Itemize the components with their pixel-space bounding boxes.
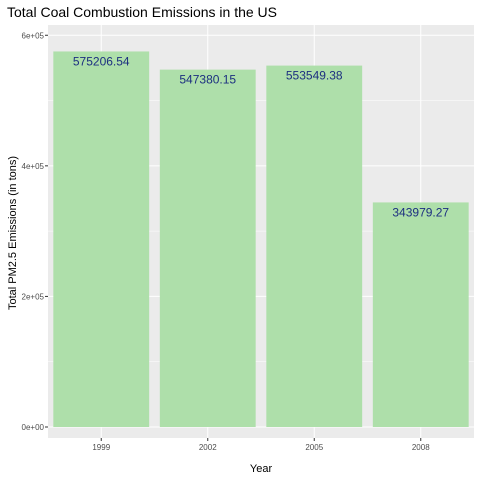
bar-2005 xyxy=(266,65,363,427)
bar-2008 xyxy=(372,202,469,427)
y-axis: 0e+00 2e+05 4e+05 6e+05 xyxy=(22,31,48,432)
data-label-2002: 547380.15 xyxy=(179,73,236,87)
chart-title: Total Coal Combustion Emissions in the U… xyxy=(7,4,277,20)
bar-1999 xyxy=(53,51,150,427)
x-axis: 1999 2002 2005 2008 xyxy=(92,438,430,452)
y-tick-label: 0e+00 xyxy=(22,423,45,432)
bars xyxy=(53,51,469,427)
data-labels: 575206.54 547380.15 553549.38 343979.27 xyxy=(73,54,450,219)
y-axis-title: Total PM2.5 Emissions (in tons) xyxy=(7,156,19,310)
x-axis-title: Year xyxy=(250,463,273,475)
data-label-2005: 553549.38 xyxy=(286,69,343,83)
x-tick-label-2008: 2008 xyxy=(412,443,430,452)
x-tick-label-2005: 2005 xyxy=(305,443,323,452)
bar-2002 xyxy=(159,69,256,427)
data-label-1999: 575206.54 xyxy=(73,54,130,68)
y-tick-label: 4e+05 xyxy=(22,162,45,171)
data-label-2008: 343979.27 xyxy=(392,205,449,219)
x-tick-label-1999: 1999 xyxy=(92,443,110,452)
y-tick-label: 6e+05 xyxy=(22,31,45,40)
x-tick-label-2002: 2002 xyxy=(199,443,217,452)
y-tick-label: 2e+05 xyxy=(22,292,45,301)
